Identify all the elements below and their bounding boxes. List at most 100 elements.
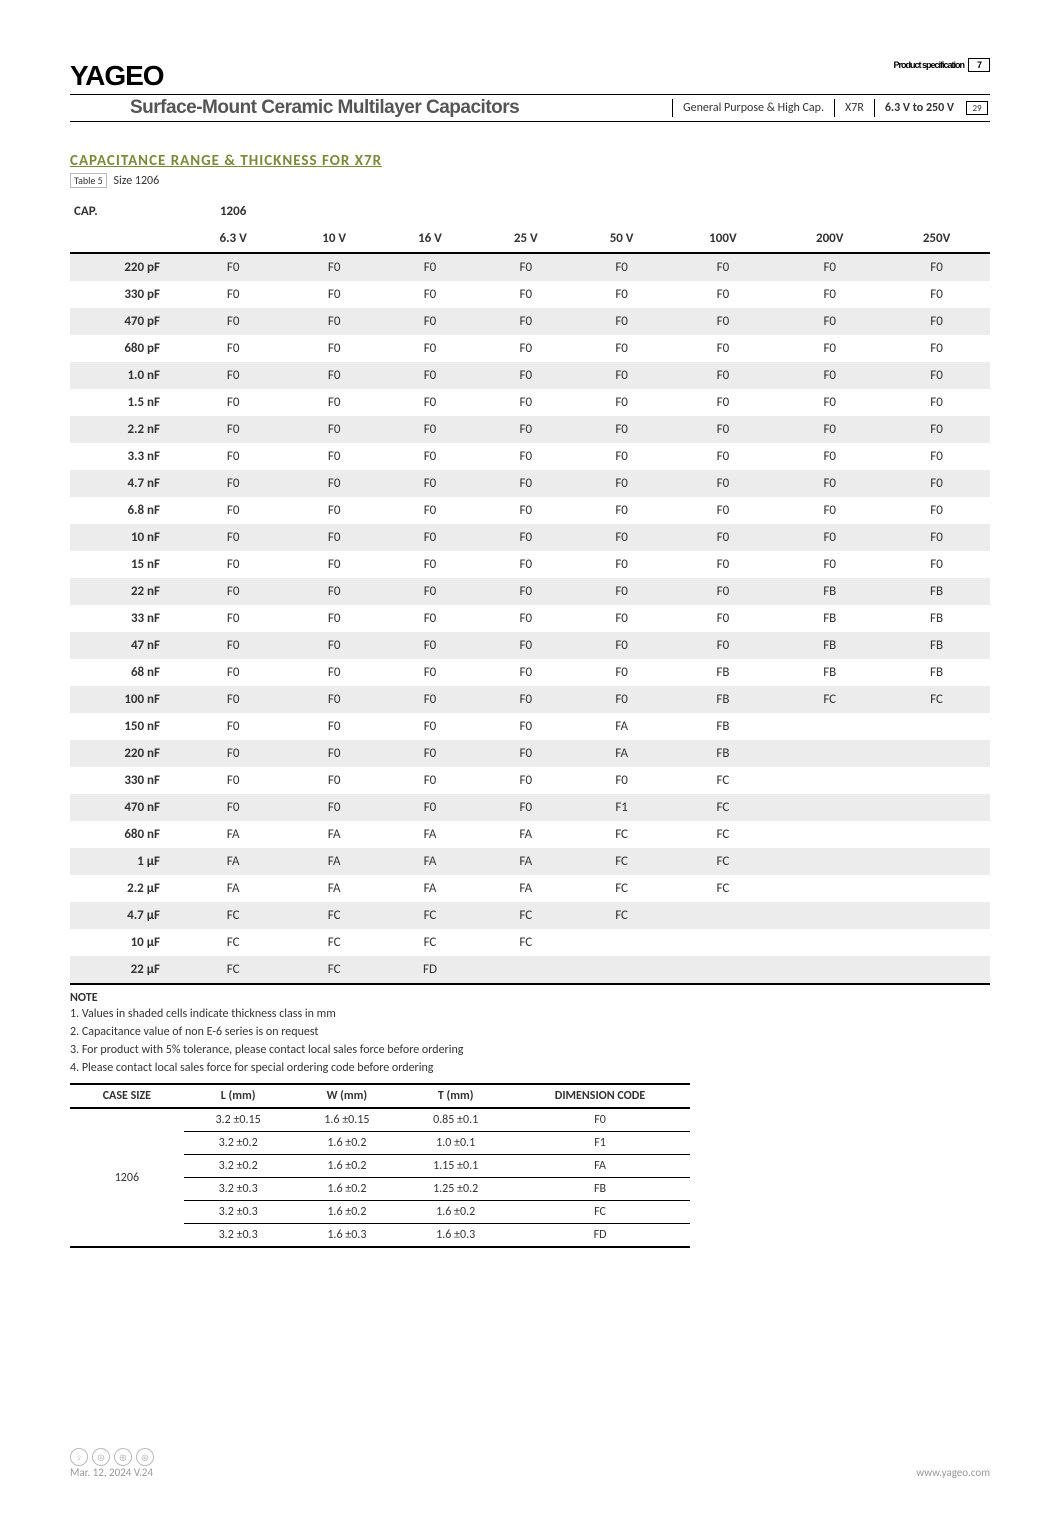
value-cell: F0 bbox=[382, 281, 478, 308]
page-total: 29 bbox=[966, 101, 988, 115]
case-size-cell: 1206 bbox=[70, 1108, 184, 1247]
value-cell: FA bbox=[478, 848, 574, 875]
value-cell: F0 bbox=[286, 605, 382, 632]
value-cell: FB bbox=[670, 659, 777, 686]
value-cell: F0 bbox=[574, 253, 670, 281]
value-cell: FB bbox=[883, 632, 990, 659]
cap-cell: 1.5 nF bbox=[70, 389, 180, 416]
value-cell: F0 bbox=[286, 578, 382, 605]
value-cell: F0 bbox=[286, 335, 382, 362]
table-subtitle: Table 5 Size 1206 bbox=[70, 174, 990, 188]
value-cell bbox=[883, 875, 990, 902]
size-label: Size 1206 bbox=[113, 174, 159, 188]
value-cell: F0 bbox=[382, 362, 478, 389]
dim-cell: 1.6 ±0.2 bbox=[293, 1201, 402, 1224]
value-cell: F0 bbox=[286, 416, 382, 443]
value-cell: F0 bbox=[286, 524, 382, 551]
value-cell: F0 bbox=[382, 767, 478, 794]
note-item: 4. Please contact local sales force for … bbox=[70, 1059, 990, 1077]
value-cell bbox=[776, 929, 883, 956]
table-row: 15 nFF0F0F0F0F0F0F0F0 bbox=[70, 551, 990, 578]
value-cell bbox=[574, 956, 670, 984]
value-cell: F0 bbox=[180, 605, 286, 632]
value-cell: F0 bbox=[574, 308, 670, 335]
table-row: 1.0 nFF0F0F0F0F0F0F0F0 bbox=[70, 362, 990, 389]
value-cell: F0 bbox=[286, 308, 382, 335]
value-cell: F0 bbox=[180, 767, 286, 794]
value-cell: F0 bbox=[286, 389, 382, 416]
dim-cell: 1.6 ±0.3 bbox=[293, 1224, 402, 1248]
value-cell: F0 bbox=[776, 281, 883, 308]
table-row: 3.3 nFF0F0F0F0F0F0F0F0 bbox=[70, 443, 990, 470]
value-cell: F0 bbox=[883, 308, 990, 335]
cap-cell: 22 µF bbox=[70, 956, 180, 984]
value-cell: F0 bbox=[180, 470, 286, 497]
table-row: 10 µFFCFCFCFC bbox=[70, 929, 990, 956]
cap-cell: 2.2 nF bbox=[70, 416, 180, 443]
value-cell: FB bbox=[670, 686, 777, 713]
table-row: 100 nFF0F0F0F0F0FBFCFC bbox=[70, 686, 990, 713]
spec-title: Surface-Mount Ceramic Multilayer Capacit… bbox=[70, 95, 672, 121]
value-cell bbox=[574, 929, 670, 956]
value-cell: F0 bbox=[776, 335, 883, 362]
value-cell: F0 bbox=[478, 524, 574, 551]
product-spec-box: Product specification 7 bbox=[893, 58, 990, 72]
value-cell bbox=[670, 929, 777, 956]
value-cell: F0 bbox=[478, 605, 574, 632]
dim-cell: 1.6 ±0.2 bbox=[293, 1178, 402, 1201]
value-cell: F0 bbox=[286, 740, 382, 767]
value-cell: F0 bbox=[382, 335, 478, 362]
value-cell: FB bbox=[883, 578, 990, 605]
value-cell: F0 bbox=[883, 389, 990, 416]
value-cell: F0 bbox=[382, 605, 478, 632]
value-cell: FC bbox=[574, 902, 670, 929]
value-cell: F0 bbox=[574, 416, 670, 443]
value-cell: F0 bbox=[382, 578, 478, 605]
footer-date: Mar. 12, 2024 V.24 bbox=[70, 1466, 154, 1479]
table-row: 330 nFF0F0F0F0F0FC bbox=[70, 767, 990, 794]
value-cell: F0 bbox=[286, 659, 382, 686]
value-cell bbox=[776, 848, 883, 875]
table-label: Table 5 bbox=[70, 173, 107, 188]
value-cell: F0 bbox=[670, 605, 777, 632]
value-cell: FA bbox=[574, 740, 670, 767]
value-cell bbox=[883, 848, 990, 875]
value-cell: FC bbox=[670, 875, 777, 902]
value-cell: F0 bbox=[180, 443, 286, 470]
value-cell: F0 bbox=[574, 497, 670, 524]
table-row: 2.2 nFF0F0F0F0F0F0F0F0 bbox=[70, 416, 990, 443]
value-cell: F0 bbox=[883, 497, 990, 524]
value-cell: F0 bbox=[180, 740, 286, 767]
cap-cell: 68 nF bbox=[70, 659, 180, 686]
value-cell: F0 bbox=[883, 470, 990, 497]
value-cell: FB bbox=[670, 713, 777, 740]
value-cell: F0 bbox=[286, 497, 382, 524]
dim-header: L (mm) bbox=[184, 1084, 293, 1108]
cap-cell: 330 nF bbox=[70, 767, 180, 794]
value-cell bbox=[883, 821, 990, 848]
value-cell bbox=[478, 956, 574, 984]
value-cell: F0 bbox=[180, 713, 286, 740]
value-cell: F0 bbox=[478, 443, 574, 470]
value-cell: F0 bbox=[478, 308, 574, 335]
value-cell: FA bbox=[478, 875, 574, 902]
value-cell: F0 bbox=[180, 632, 286, 659]
value-cell: FB bbox=[670, 740, 777, 767]
value-cell: F0 bbox=[776, 416, 883, 443]
spec-col-2: X7R bbox=[834, 99, 874, 117]
size-header: 1206 bbox=[180, 198, 286, 225]
voltage-header: 250V bbox=[883, 225, 990, 253]
table-row: 47 nFF0F0F0F0F0F0FBFB bbox=[70, 632, 990, 659]
value-cell: F0 bbox=[180, 416, 286, 443]
value-cell: F0 bbox=[776, 470, 883, 497]
cap-cell: 3.3 nF bbox=[70, 443, 180, 470]
value-cell: FA bbox=[286, 821, 382, 848]
cap-cell: 33 nF bbox=[70, 605, 180, 632]
value-cell: F0 bbox=[574, 389, 670, 416]
cap-header: CAP. bbox=[70, 198, 180, 225]
value-cell bbox=[883, 740, 990, 767]
value-cell: F0 bbox=[776, 253, 883, 281]
value-cell: F0 bbox=[670, 443, 777, 470]
value-cell: F0 bbox=[382, 443, 478, 470]
value-cell: F0 bbox=[574, 686, 670, 713]
